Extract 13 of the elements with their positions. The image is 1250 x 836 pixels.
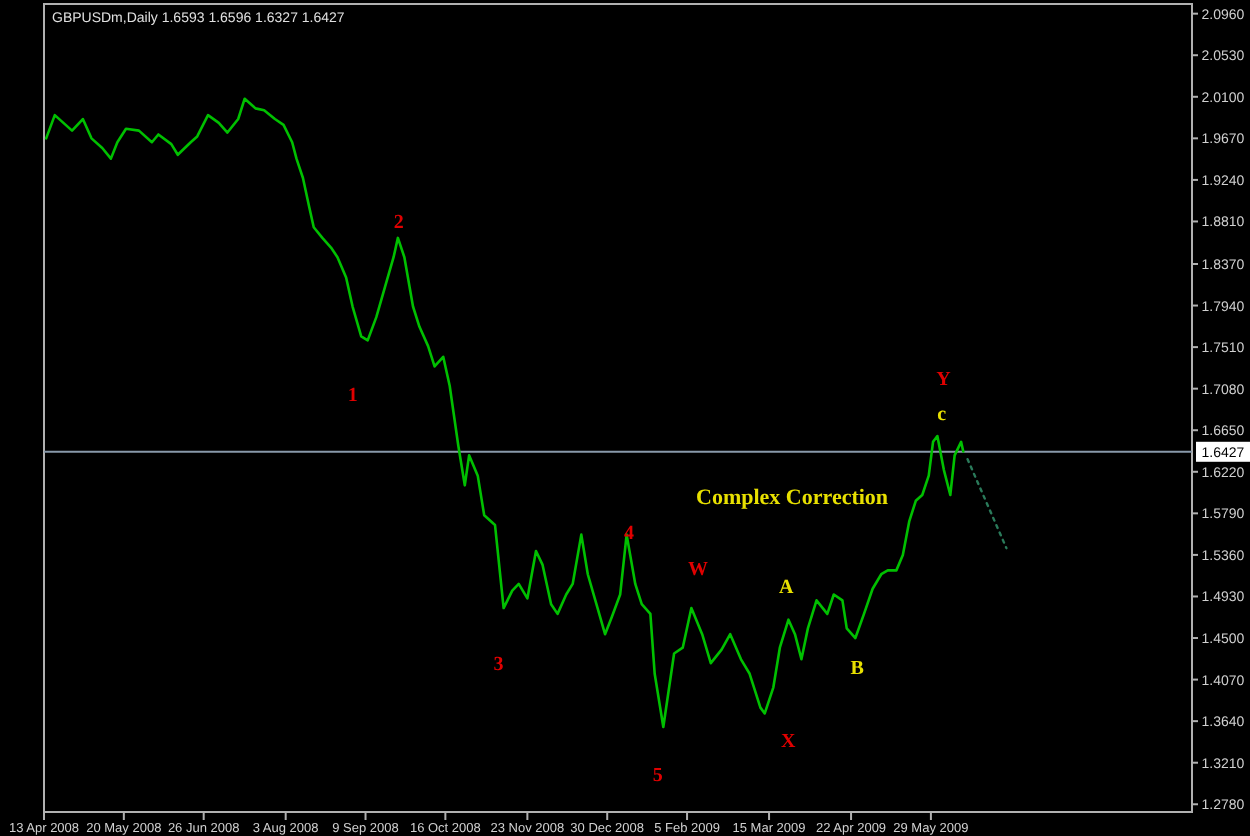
- line-series: [44, 97, 965, 729]
- annotation: Complex Correction: [696, 486, 889, 511]
- annotation: B: [850, 658, 865, 681]
- annotation: 2: [393, 212, 404, 235]
- annotation: A: [779, 576, 796, 599]
- annotation: 1: [347, 384, 358, 407]
- annotation: c: [937, 404, 948, 427]
- annotation: 4: [624, 523, 635, 546]
- annotation: X: [781, 731, 797, 754]
- annotation: W: [688, 559, 709, 582]
- annotation: Y: [936, 368, 953, 391]
- annotation: 3: [493, 654, 504, 677]
- annotation: 5: [652, 765, 663, 788]
